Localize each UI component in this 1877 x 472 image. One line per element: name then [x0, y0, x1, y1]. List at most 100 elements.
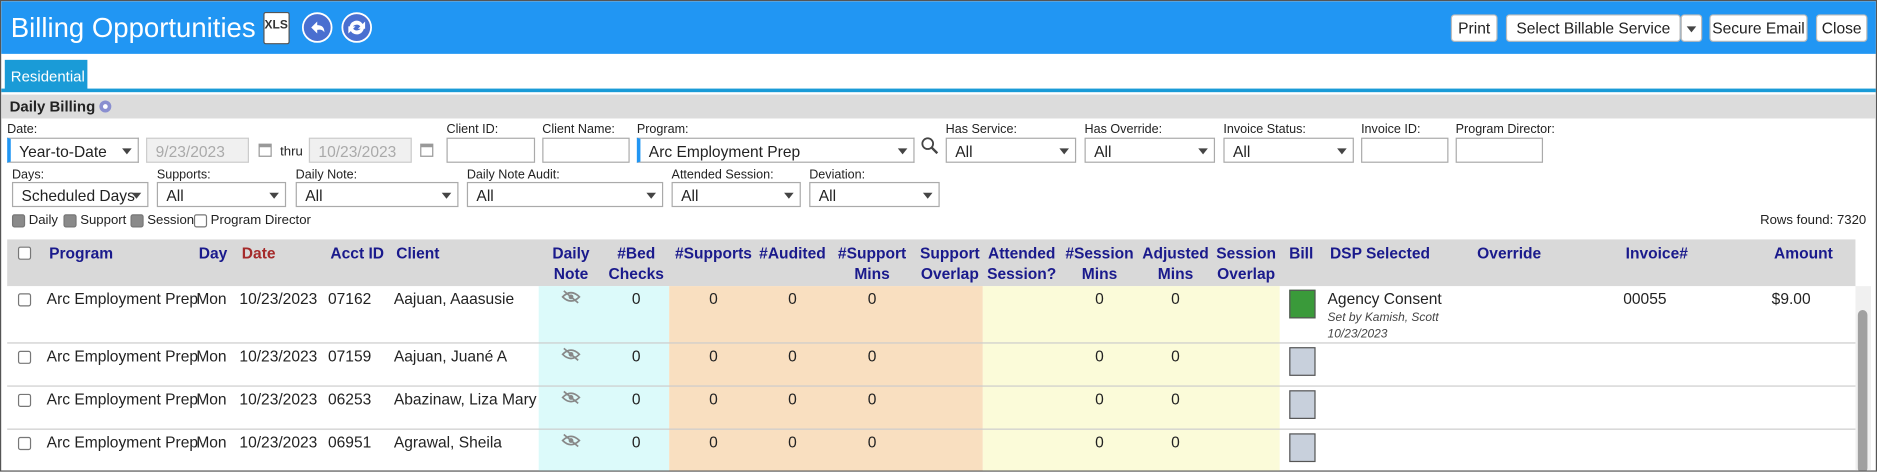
checkbox-label: Program Director: [210, 213, 311, 228]
calendar-icon[interactable]: [420, 143, 434, 157]
row-divider: [7, 385, 1856, 387]
section-title: Daily Billing: [9, 98, 96, 115]
filter-select[interactable]: All: [945, 137, 1077, 163]
dropdown-caret: [922, 192, 933, 199]
daily-note-hidden-icon[interactable]: [561, 347, 581, 361]
filter-select[interactable]: All: [295, 181, 459, 208]
search-icon[interactable]: [921, 136, 940, 155]
bill-icon[interactable]: [1289, 289, 1316, 319]
filter-input[interactable]: [542, 137, 630, 163]
column-header[interactable]: Session Overlap: [1216, 244, 1276, 283]
select-all-checkbox[interactable]: [17, 246, 32, 260]
column-header[interactable]: Day: [198, 244, 228, 263]
scrollbar-thumb[interactable]: [1857, 310, 1868, 471]
thru-label: thru: [280, 144, 303, 160]
column-header[interactable]: Program: [49, 244, 114, 263]
date-to[interactable]: 10/23/2023: [308, 137, 412, 163]
column-header[interactable]: #Supports: [674, 244, 752, 263]
column-header[interactable]: Daily Note: [552, 244, 590, 283]
table-cell: 0: [788, 289, 797, 308]
table-cell: 0: [709, 433, 718, 452]
filter-select[interactable]: All: [466, 181, 664, 208]
filter-label: Invoice ID:: [1361, 122, 1421, 137]
row-checkbox[interactable]: [17, 293, 32, 307]
xls-icon-text: XLS: [264, 19, 288, 33]
checkbox[interactable]: [63, 214, 77, 228]
table-cell: 0: [867, 347, 877, 366]
header-button[interactable]: Secure Email: [1709, 14, 1808, 42]
filter-label: Daily Note Audit:: [466, 167, 560, 182]
column-header[interactable]: #Session Mins: [1065, 244, 1134, 283]
column-header[interactable]: Acct ID: [330, 244, 385, 263]
filter-select[interactable]: All: [671, 181, 801, 208]
tab[interactable]: Residential: [4, 59, 88, 91]
column-header[interactable]: Override: [1477, 244, 1542, 263]
table-cell: 0: [709, 347, 718, 366]
filter-input[interactable]: [446, 137, 536, 163]
checkbox-label: Session: [147, 213, 195, 228]
header-button[interactable]: Close: [1815, 14, 1868, 42]
table-cell: 0: [1171, 289, 1180, 308]
column-header[interactable]: Client: [396, 244, 440, 263]
column-header[interactable]: Amount: [1774, 244, 1833, 263]
dropdown-caret: [1198, 147, 1208, 154]
table-cell: 10/23/2023: [239, 347, 318, 366]
dropdown-caret: [1337, 147, 1347, 154]
table-cell: Arc Employment Prep: [46, 347, 199, 366]
header-button[interactable]: Select Billable Service: [1505, 14, 1681, 42]
column-header[interactable]: DSP Selected: [1329, 244, 1431, 263]
table-cell: Arc Employment Prep: [46, 289, 199, 308]
filter-input[interactable]: [1455, 137, 1544, 163]
filter-select[interactable]: All: [1084, 137, 1216, 163]
dropdown-caret: [1686, 26, 1697, 33]
bill-icon[interactable]: [1289, 390, 1316, 419]
bill-icon[interactable]: [1289, 347, 1316, 376]
column-header[interactable]: #Bed Checks: [608, 244, 664, 283]
filter-label: Has Override:: [1084, 122, 1163, 137]
column-header[interactable]: Bill: [1289, 244, 1314, 263]
date-from[interactable]: 9/23/2023: [146, 137, 249, 163]
filter-select[interactable]: All: [809, 181, 940, 208]
row-checkbox[interactable]: [17, 350, 32, 364]
filter-select[interactable]: All: [1223, 137, 1354, 163]
filter-label: Attended Session:: [671, 167, 774, 182]
dropdown-caret: [897, 147, 908, 154]
row-checkbox[interactable]: [17, 436, 32, 451]
table-cell: 00055: [1623, 289, 1667, 308]
bill-icon[interactable]: [1289, 433, 1316, 463]
redo-icon[interactable]: [341, 12, 372, 43]
checkbox-label: Daily: [28, 213, 59, 228]
calendar-icon[interactable]: [258, 143, 272, 157]
column-header[interactable]: Adjusted Mins: [1142, 244, 1209, 283]
daily-note-hidden-icon[interactable]: [561, 290, 581, 304]
table-cell: 0: [867, 289, 877, 308]
filter-select[interactable]: All: [156, 181, 287, 208]
filter-select[interactable]: Scheduled Days: [11, 181, 149, 208]
checkbox[interactable]: [130, 214, 144, 228]
checkbox[interactable]: [193, 214, 208, 228]
checkbox[interactable]: [11, 214, 26, 228]
table-cell: 0: [709, 390, 718, 409]
table-cell: 0: [1171, 433, 1180, 452]
filter-label: Client ID:: [446, 122, 499, 137]
column-header[interactable]: Attended Session?: [987, 244, 1057, 283]
column-header[interactable]: Invoice#: [1625, 244, 1688, 263]
filter-select[interactable]: Arc Employment Prep: [636, 137, 915, 163]
daily-note-hidden-icon[interactable]: [561, 390, 581, 405]
column-header[interactable]: #Audited: [759, 244, 826, 263]
filter-input[interactable]: [1361, 137, 1449, 163]
undo-icon[interactable]: [301, 12, 333, 43]
header-button[interactable]: Print: [1450, 14, 1498, 42]
settings-icon[interactable]: [98, 99, 112, 113]
column-band: [669, 286, 983, 471]
xls-icon[interactable]: [263, 11, 290, 45]
table-cell: Agrawal, Sheila: [393, 433, 502, 452]
column-header[interactable]: #Support Mins: [837, 244, 907, 283]
table-cell: 0: [788, 433, 797, 452]
daily-note-hidden-icon[interactable]: [561, 433, 581, 448]
row-checkbox[interactable]: [17, 393, 32, 408]
column-header[interactable]: Support Overlap: [920, 244, 980, 283]
column-header[interactable]: Date: [241, 244, 276, 263]
filter-label: Program Director:: [1455, 122, 1555, 137]
date-range-select[interactable]: Year-to-Date: [7, 137, 139, 163]
